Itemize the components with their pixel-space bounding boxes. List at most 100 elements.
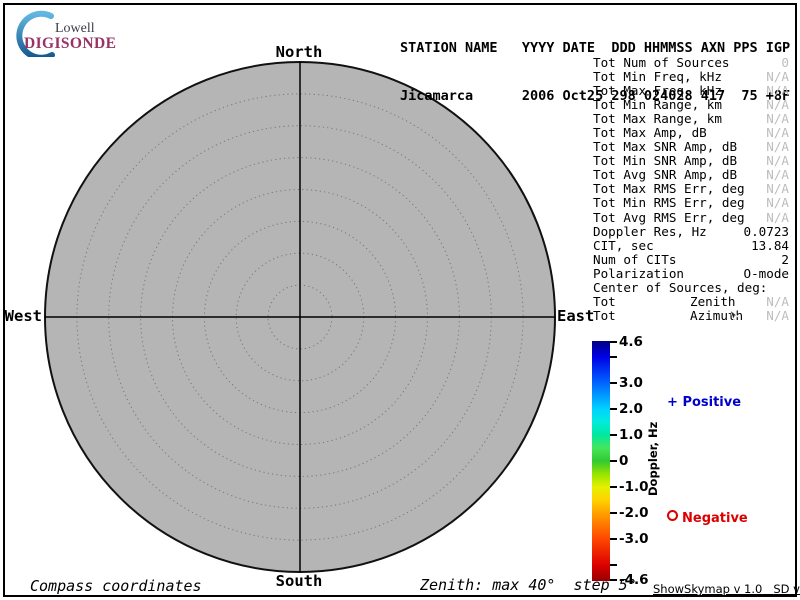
- stat-value: N/A: [766, 69, 789, 85]
- stat-label: Tot Avg SNR Amp, dB: [593, 167, 738, 183]
- stat-label: Tot Num of Sources: [593, 55, 730, 70]
- stats-row: Tot Max SNR Amp, dB N/A: [593, 140, 789, 154]
- stats-section-header: Center of Sources, deg:: [593, 279, 789, 295]
- logo-digisonde-text: DIGISONDE: [24, 35, 117, 52]
- legend-positive-label: Positive: [682, 395, 742, 410]
- showskymap-version: ShowSkymap v 1.0: [653, 582, 763, 596]
- stat-label: Tot Min SNR Amp, dB: [593, 153, 738, 169]
- stat-label: Tot Min RMS Err, deg: [593, 195, 745, 211]
- stat-label: Tot Max RMS Err, deg: [593, 181, 745, 197]
- stat-value: N/A: [766, 97, 789, 113]
- lowell-digisonde-logo: Lowell DIGISONDE: [8, 7, 138, 57]
- stats-row: Tot Max RMS Err, deg N/A: [593, 182, 789, 196]
- stats-panel: Tot Num of Sources 0 Tot Min Freq, kHz N…: [593, 55, 790, 323]
- stat-label: Tot Min Freq, kHz: [593, 69, 722, 85]
- colorbar-tick: [610, 408, 617, 410]
- stat-label: Tot Min Range, km: [593, 97, 722, 113]
- colorbar-tick-label: 3.0: [619, 375, 643, 391]
- version-label: ShowSkymap v 1.0 SD v 4.2: [653, 582, 800, 596]
- stat-label: Tot Max SNR Amp, dB: [593, 139, 738, 155]
- stat-label: Tot Max Freq, kHz: [593, 83, 722, 99]
- stat-label: Tot Avg RMS Err, deg: [593, 209, 745, 225]
- compass-label-north: North: [275, 43, 323, 61]
- colorbar-tick: [610, 356, 617, 358]
- coordinate-mode-label: Compass coordinates: [30, 577, 202, 595]
- station-header-values: Jicamarca 2006 Oct25 298 024028 417 75 +…: [400, 88, 791, 104]
- doppler-colorbar: 4.6 3.0 2.0 1.0 0 -1.0 -2.0 -3.0 -4.6 Do…: [592, 334, 682, 588]
- colorbar-tick: [610, 564, 617, 566]
- stat-sublabel: Azimuth: [690, 307, 744, 323]
- sd-version: SD v 4.2: [773, 582, 800, 596]
- stat-value: 2: [781, 251, 789, 267]
- stats-row: Tot Max Freq, kHz N/A: [593, 84, 789, 98]
- stat-label: Doppler Res, Hz: [593, 223, 707, 239]
- stat-value: N/A: [766, 195, 789, 211]
- stats-row: Tot Azimuth N/A: [593, 307, 789, 323]
- stat-label: Polarization: [593, 265, 684, 281]
- stats-row: Num of CITs 2: [593, 251, 789, 267]
- stat-value: O-mode: [743, 265, 790, 281]
- stats-row: Tot Avg RMS Err, deg N/A: [593, 209, 789, 225]
- stat-value: N/A: [766, 153, 789, 169]
- colorbar-tick-label: 0: [619, 453, 629, 469]
- stats-row: CIT, sec 13.84: [593, 237, 789, 253]
- stat-label: Tot: [593, 307, 616, 323]
- colorbar-tick-label: 1.0: [619, 427, 643, 443]
- legend-negative-label: Negative: [682, 511, 748, 526]
- logo-lowell-text: Lowell: [55, 21, 95, 36]
- colorbar-tick: [610, 512, 617, 514]
- colorbar-tick-label: 2.0: [619, 401, 643, 417]
- digisonde-crescent-icon: [16, 10, 55, 57]
- stat-value: N/A: [766, 139, 789, 155]
- stat-label: Center of Sources, deg:: [593, 279, 768, 295]
- colorbar-tick-label: 4.6: [619, 334, 643, 350]
- station-header: STATION NAME YYYY DATE DDD HHMMSS AXN PP…: [400, 8, 790, 136]
- stat-value: 0: [781, 55, 789, 70]
- legend-negative: Negative: [667, 510, 748, 526]
- stats-row: Tot Min Range, km N/A: [593, 98, 789, 112]
- colorbar-tick: [610, 382, 617, 384]
- colorbar-axis-title: Doppler, Hz: [646, 421, 660, 496]
- station-header-columns: STATION NAME YYYY DATE DDD HHMMSS AXN PP…: [400, 40, 791, 56]
- stat-value: N/A: [766, 125, 789, 141]
- stat-value: N/A: [766, 83, 789, 99]
- stat-value: N/A: [766, 181, 789, 197]
- negative-marker-icon: [667, 510, 678, 521]
- colorbar-tick: [610, 460, 617, 462]
- compass-label-south: South: [275, 572, 323, 590]
- stats-row: Doppler Res, Hz 0.0723: [593, 223, 790, 239]
- colorbar-tick-label: -1.0: [619, 479, 649, 495]
- stat-value: 13.84: [751, 237, 789, 253]
- legend-positive: + Positive: [667, 395, 741, 410]
- compass-label-east: East: [557, 307, 595, 325]
- colorbar-tick-label: -4.6: [619, 572, 649, 588]
- stats-row: Tot Min RMS Err, deg N/A: [593, 196, 789, 210]
- stats-row: Tot Zenith N/A: [593, 293, 789, 309]
- stat-value: N/A: [766, 111, 789, 127]
- colorbar-tick-label: -2.0: [619, 505, 649, 521]
- colorbar-tick-label: -3.0: [619, 531, 649, 547]
- stat-label: Num of CITs: [593, 251, 677, 267]
- colorbar-tick: [610, 434, 617, 436]
- colorbar-tick: [610, 341, 617, 343]
- stats-row: Tot Avg SNR Amp, dB N/A: [593, 168, 789, 182]
- zenith-range-label: Zenith: max 40° step 5°: [420, 576, 637, 594]
- stat-label: Tot Max Range, km: [593, 111, 722, 127]
- stat-value: N/A: [766, 167, 789, 183]
- stat-value: N/A: [766, 307, 789, 323]
- stats-row: Tot Min Freq, kHz N/A: [593, 69, 789, 85]
- stat-value: N/A: [766, 209, 789, 225]
- stats-row: Polarization O-mode: [593, 265, 790, 281]
- positive-marker-icon: +: [667, 395, 678, 410]
- stats-row: Tot Min SNR Amp, dB N/A: [593, 154, 789, 168]
- stat-label: CIT, sec: [593, 237, 654, 253]
- stat-sublabel: Zenith: [690, 293, 736, 309]
- stats-row: Tot Max Range, km N/A: [593, 112, 789, 126]
- colorbar-tick: [610, 538, 617, 540]
- colorbar-gradient: [592, 341, 610, 581]
- stat-label: Tot: [593, 293, 616, 309]
- stat-label: Tot Max Amp, dB: [593, 125, 707, 141]
- stat-value: 0.0723: [743, 223, 790, 239]
